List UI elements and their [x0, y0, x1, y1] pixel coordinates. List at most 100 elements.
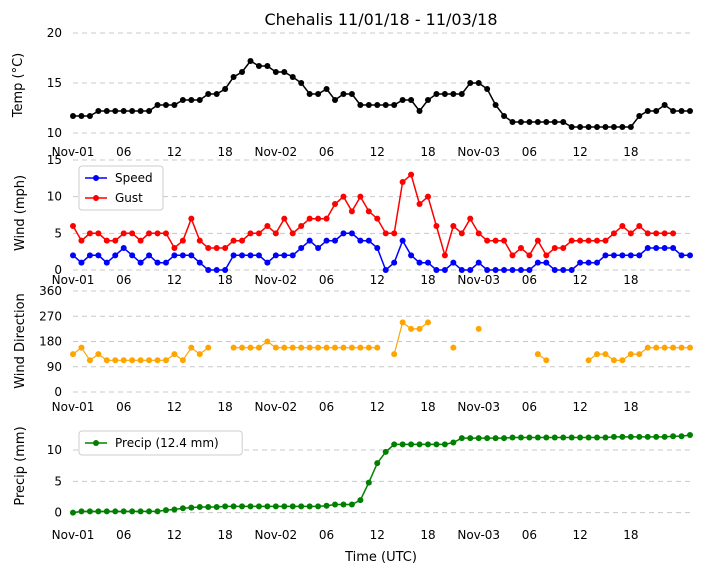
data-point — [323, 344, 330, 351]
data-point — [687, 252, 693, 259]
x-tick-label: Nov-02 — [254, 528, 297, 542]
data-point — [137, 237, 144, 244]
data-point — [78, 508, 85, 515]
data-point — [509, 434, 516, 441]
x-tick-label: 06 — [319, 273, 334, 287]
y-axis-label: Temp (°C) — [11, 53, 26, 119]
y-tick-label: 90 — [47, 360, 62, 374]
data-point — [298, 223, 305, 229]
data-point — [306, 215, 313, 222]
data-point — [154, 259, 161, 266]
data-point — [315, 91, 322, 97]
data-point — [526, 434, 533, 441]
y-tick-label: 15 — [47, 153, 62, 167]
data-point — [357, 497, 364, 504]
data-point — [670, 230, 677, 237]
data-point — [306, 344, 313, 351]
x-tick-label: Nov-03 — [457, 400, 500, 414]
data-point — [230, 237, 237, 244]
data-point — [602, 237, 609, 244]
data-point — [95, 508, 102, 515]
data-point — [146, 508, 153, 515]
data-point — [281, 344, 288, 351]
data-point — [70, 223, 76, 229]
data-point — [272, 344, 279, 351]
data-point — [653, 433, 660, 440]
x-tick-label: 06 — [522, 400, 537, 414]
data-point — [399, 179, 406, 185]
data-point — [391, 441, 398, 448]
data-point — [120, 245, 127, 251]
data-point — [526, 119, 533, 125]
data-point — [281, 503, 288, 510]
data-point — [661, 245, 668, 251]
data-point — [610, 230, 617, 237]
data-point — [408, 171, 415, 178]
data-point — [315, 245, 322, 251]
data-point — [205, 267, 212, 273]
data-point — [188, 97, 195, 103]
data-point — [137, 357, 144, 364]
data-point — [492, 435, 499, 442]
data-point — [594, 237, 601, 244]
data-point — [365, 344, 372, 351]
data-point — [610, 357, 617, 364]
data-point — [86, 357, 93, 364]
data-point — [560, 267, 567, 273]
data-point — [450, 344, 457, 351]
data-point — [458, 267, 465, 273]
x-tick-label: 12 — [370, 145, 385, 159]
x-tick-label: 12 — [572, 400, 587, 414]
data-point — [332, 344, 339, 351]
data-point — [678, 108, 685, 114]
x-tick-label: 18 — [623, 400, 638, 414]
series-data — [70, 58, 693, 130]
data-point — [213, 267, 220, 273]
data-point — [255, 230, 262, 237]
data-point — [70, 252, 76, 259]
data-point — [678, 344, 685, 351]
data-point — [475, 435, 482, 442]
x-tick-label: 18 — [623, 528, 638, 542]
data-point — [610, 252, 617, 259]
data-point — [230, 252, 237, 259]
data-point — [103, 508, 110, 515]
data-point — [670, 108, 677, 114]
data-point — [551, 245, 558, 251]
data-point — [653, 108, 660, 114]
data-point — [644, 245, 651, 251]
data-point — [171, 252, 178, 259]
data-point — [424, 441, 431, 448]
legend-marker — [93, 440, 99, 446]
y-tick-label: 20 — [47, 26, 62, 40]
data-point — [543, 259, 550, 266]
data-point — [501, 113, 508, 119]
data-point — [222, 86, 229, 92]
data-point — [281, 215, 288, 222]
data-point — [137, 108, 144, 114]
data-point — [86, 230, 93, 237]
data-point — [568, 267, 575, 273]
x-tick-label: 12 — [572, 273, 587, 287]
data-point — [323, 86, 330, 92]
data-point — [357, 193, 364, 200]
data-point — [475, 230, 482, 237]
data-point — [661, 230, 668, 237]
x-tick-label: 18 — [217, 400, 232, 414]
data-point — [484, 86, 491, 92]
data-point — [306, 237, 313, 244]
data-point — [441, 91, 448, 97]
data-point — [636, 223, 643, 229]
data-point — [517, 119, 524, 125]
x-tick-label: 06 — [522, 273, 537, 287]
data-point — [526, 252, 533, 259]
data-point — [129, 252, 136, 259]
data-point — [247, 252, 254, 259]
data-point — [95, 230, 102, 237]
data-point — [239, 344, 246, 351]
data-point — [551, 267, 558, 273]
data-point — [399, 319, 406, 326]
x-tick-label: 12 — [572, 145, 587, 159]
data-point — [433, 223, 440, 229]
data-point — [264, 259, 271, 266]
